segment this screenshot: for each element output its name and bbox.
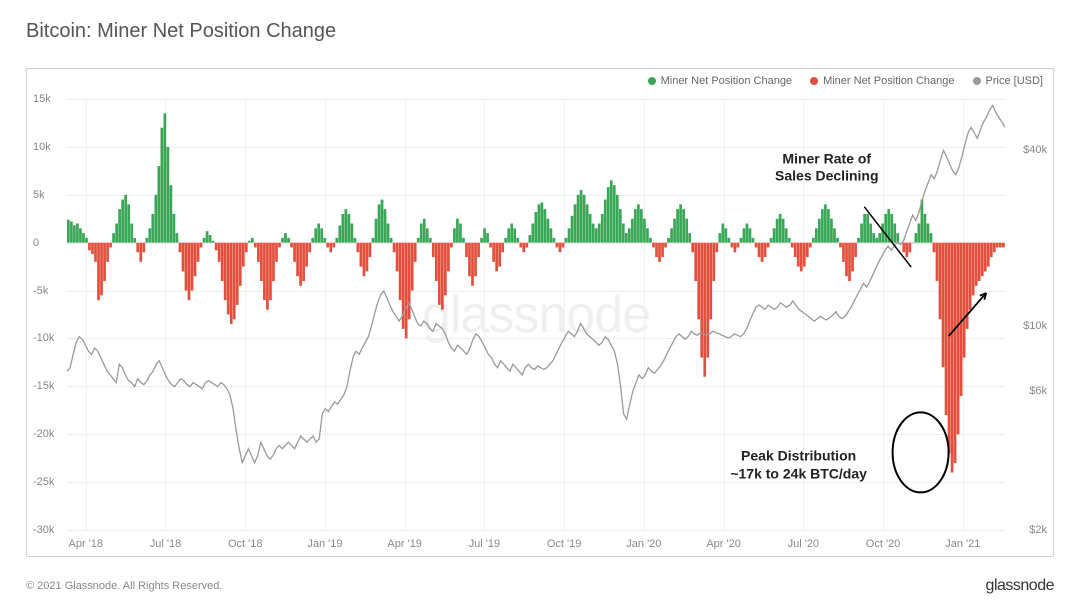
copyright-text: © 2021 Glassnode. All Rights Reserved.	[26, 580, 222, 592]
legend-label: Miner Net Position Change	[823, 75, 954, 87]
x-axis-label: Apr '18	[68, 538, 103, 550]
y2-axis-label: $2k	[1029, 524, 1047, 536]
x-axis-label: Oct '18	[228, 538, 263, 550]
y-axis-label: -30k	[33, 524, 54, 536]
y-axis-label: 0	[33, 237, 39, 249]
x-axis-label: Apr '19	[387, 538, 422, 550]
x-axis-label: Jul '20	[788, 538, 819, 550]
y2-axis-label: $10k	[1023, 320, 1047, 332]
y2-axis-label: $6k	[1029, 385, 1047, 397]
x-axis-label: Jan '19	[307, 538, 342, 550]
x-axis-label: Apr '20	[706, 538, 741, 550]
y-axis-label: -20k	[33, 428, 54, 440]
x-axis-label: Oct '19	[547, 538, 582, 550]
x-axis-label: Jan '21	[945, 538, 980, 550]
chart-title: Bitcoin: Miner Net Position Change	[26, 20, 1054, 43]
y-axis-label: 10k	[33, 141, 51, 153]
annotation-text: Miner Rate ofSales Declining	[775, 150, 878, 185]
chart-page: Bitcoin: Miner Net Position Change Miner…	[0, 0, 1080, 607]
footer: © 2021 Glassnode. All Rights Reserved. g…	[26, 577, 1054, 595]
legend-label: Miner Net Position Change	[661, 75, 792, 87]
legend-dot	[973, 77, 981, 85]
y-axis-label: -25k	[33, 476, 54, 488]
x-axis-label: Jul '18	[150, 538, 181, 550]
annotation-text: Peak Distribution~17k to 24k BTC/day	[730, 448, 867, 483]
legend-item: Miner Net Position Change	[810, 75, 954, 87]
legend-dot	[648, 77, 656, 85]
x-axis-label: Jul '19	[469, 538, 500, 550]
legend-item: Price [USD]	[973, 75, 1043, 87]
y-axis-label: -15k	[33, 380, 54, 392]
y-axis-label: 15k	[33, 93, 51, 105]
chart-frame: Miner Net Position Change Miner Net Posit…	[26, 68, 1054, 557]
y-axis-label: -10k	[33, 332, 54, 344]
legend-dot	[810, 77, 818, 85]
legend: Miner Net Position Change Miner Net Posit…	[648, 75, 1043, 87]
brand-logo: glassnode	[986, 577, 1054, 595]
legend-label: Price [USD]	[986, 75, 1043, 87]
legend-item: Miner Net Position Change	[648, 75, 792, 87]
x-axis-label: Oct '20	[866, 538, 901, 550]
y2-axis-label: $40k	[1023, 144, 1047, 156]
y-axis-label: 5k	[33, 189, 45, 201]
y-axis-label: -5k	[33, 285, 48, 297]
plot-area: glassnode -30k-25k-20k-15k-10k-5k05k10k1…	[67, 99, 1005, 530]
x-axis-label: Jan '20	[626, 538, 661, 550]
